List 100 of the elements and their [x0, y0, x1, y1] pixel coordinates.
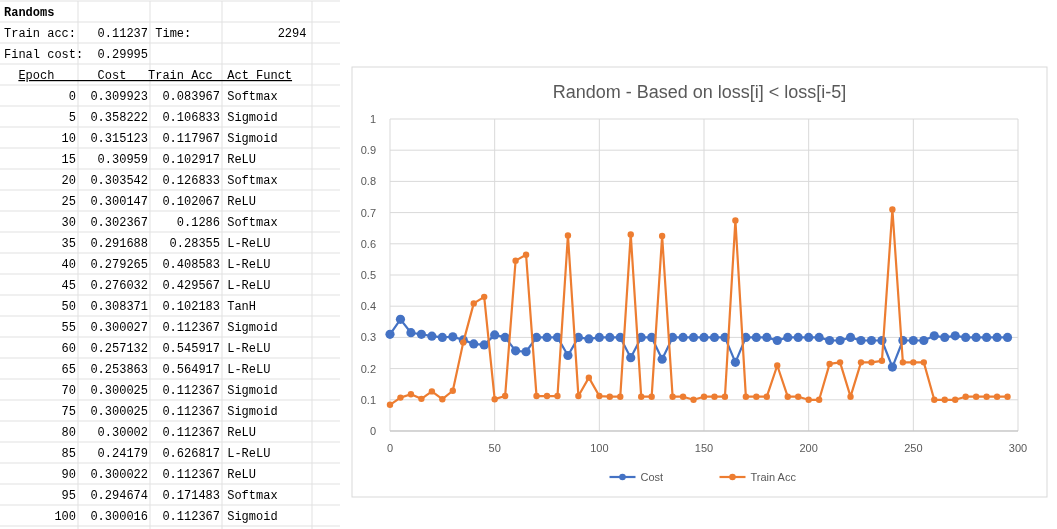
- point: [762, 332, 772, 342]
- point: [814, 332, 824, 342]
- point: [648, 393, 655, 400]
- text: 80 0.30002 0.112367 ReLU: [61, 426, 257, 440]
- text: Final cost: 0.29995: [4, 48, 149, 62]
- x-tick-label: 200: [799, 442, 818, 454]
- point: [952, 396, 959, 403]
- point: [428, 388, 436, 395]
- point: [533, 392, 540, 400]
- point: [825, 335, 835, 346]
- chart-title: Random - Based on loss[i] < loss[i-5]: [552, 82, 847, 102]
- x-tick-label: 150: [694, 442, 714, 454]
- point: [941, 396, 948, 403]
- point: [795, 393, 802, 400]
- point: [669, 393, 676, 400]
- text: 20 0.303542 0.126833 Softmax: [61, 174, 278, 188]
- text: 15 0.30959 0.102917 ReLU: [61, 153, 257, 167]
- point: [542, 332, 552, 342]
- point: [730, 357, 740, 367]
- point: [709, 332, 720, 342]
- point: [416, 329, 426, 339]
- text: 10 0.315123 0.117967 Sigmoid: [61, 132, 278, 146]
- text: 75 0.300025 0.112367 Sigmoid: [61, 405, 278, 419]
- point: [437, 332, 447, 342]
- point: [700, 393, 708, 400]
- point: [439, 395, 446, 403]
- point: [679, 393, 687, 400]
- text: 60 0.257132 0.545917 L-ReLU: [61, 342, 271, 356]
- text: 50 0.308371 0.102183 TanH: [61, 300, 257, 314]
- point: [992, 332, 1002, 342]
- text: 85 0.24179 0.626817 L-ReLU: [61, 447, 271, 461]
- point: [678, 332, 688, 342]
- point: [856, 335, 866, 346]
- x-tick-label: 100: [590, 442, 609, 454]
- point: [847, 393, 854, 400]
- point: [479, 340, 489, 350]
- point: [763, 393, 770, 400]
- point: [962, 393, 969, 400]
- point: [826, 360, 833, 368]
- point: [585, 374, 593, 381]
- point: [563, 350, 573, 361]
- point: [512, 257, 519, 264]
- point: [594, 332, 604, 342]
- y-tick-label: 0.9: [360, 144, 376, 157]
- point: [386, 401, 394, 408]
- point: [1002, 332, 1013, 342]
- point: [835, 335, 845, 346]
- point: [605, 332, 615, 342]
- y-tick-label: 0.6: [360, 237, 376, 250]
- text: 45 0.276032 0.429567 L-ReLU: [61, 279, 271, 293]
- text: 35 0.291688 0.28355 L-ReLU: [61, 237, 271, 251]
- y-tick-label: 1: [369, 113, 376, 125]
- point: [950, 331, 960, 341]
- point: [460, 339, 467, 346]
- text: 90 0.300022 0.112367 ReLU: [61, 468, 257, 482]
- legend-label: Train Acc: [750, 471, 797, 483]
- point: [690, 396, 697, 403]
- x-tick-label: 300: [1008, 442, 1028, 454]
- legend-label: Cost: [640, 471, 664, 483]
- point: [575, 392, 582, 400]
- point: [929, 331, 939, 341]
- point: [783, 332, 793, 342]
- y-tick-label: 0.3: [360, 331, 376, 344]
- point: [993, 393, 1001, 400]
- point: [971, 332, 981, 342]
- text: 30 0.302367 0.1286 Softmax: [61, 216, 278, 230]
- point: [772, 335, 782, 346]
- point: [908, 335, 918, 346]
- point: [490, 330, 500, 340]
- point: [596, 392, 603, 400]
- text: 95 0.294674 0.171483 Softmax: [61, 489, 278, 503]
- point: [899, 359, 907, 366]
- point: [564, 232, 572, 239]
- point: [491, 395, 498, 403]
- point: [815, 396, 823, 403]
- point: [617, 393, 624, 400]
- text: Epoch Cost Train Acc Act Funct: [18, 69, 293, 83]
- point: [920, 359, 927, 366]
- point: [688, 332, 699, 342]
- point: [469, 339, 479, 349]
- point: [406, 328, 416, 338]
- point: [940, 332, 950, 342]
- point: [627, 231, 634, 238]
- point: [868, 359, 875, 366]
- text: Randoms: [4, 6, 55, 20]
- point: [711, 393, 718, 400]
- point: [554, 392, 561, 400]
- y-tick-label: 0.2: [360, 362, 376, 375]
- point: [804, 332, 814, 342]
- point: [784, 393, 791, 400]
- point: [543, 392, 551, 400]
- point: [961, 332, 971, 342]
- y-tick-label: 0.1: [360, 393, 376, 406]
- point: [1004, 393, 1011, 400]
- point: [931, 396, 938, 403]
- text: 5 0.358222 0.106833 Sigmoid: [68, 111, 278, 125]
- x-tick-label: 0: [386, 442, 394, 454]
- point: [501, 392, 509, 400]
- point: [866, 335, 877, 346]
- point: [638, 393, 645, 400]
